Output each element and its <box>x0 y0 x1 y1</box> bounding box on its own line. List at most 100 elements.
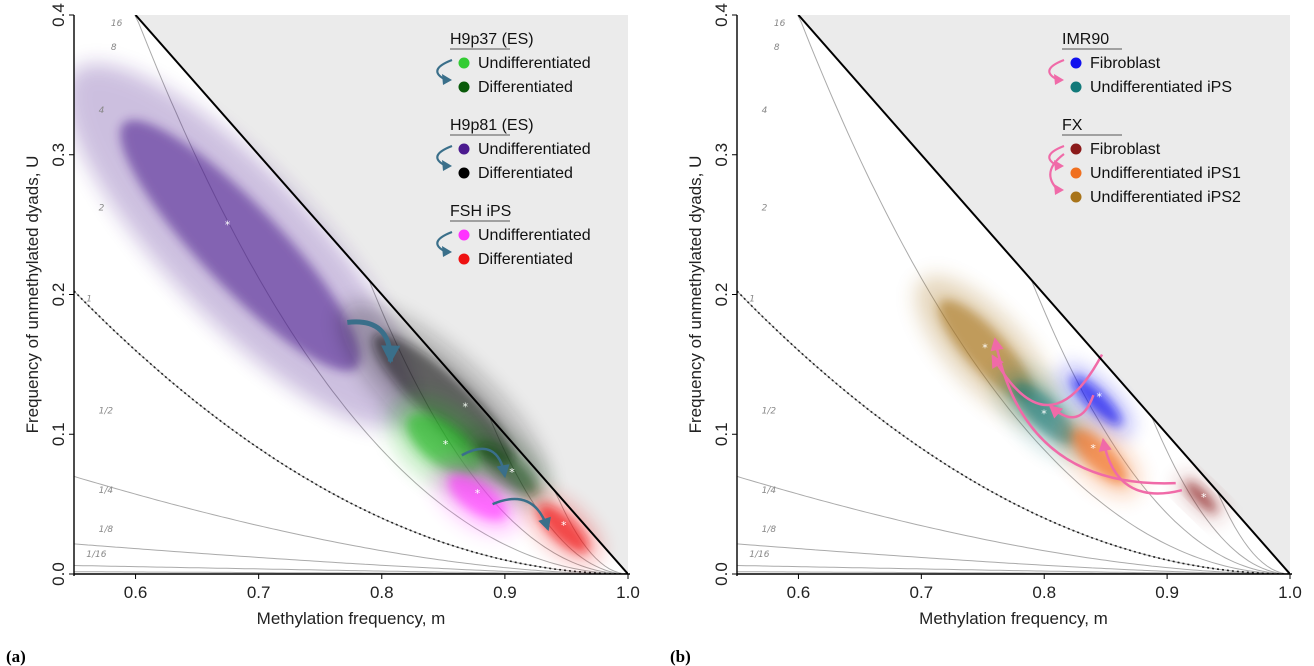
density-cloud: * <box>434 461 521 533</box>
y-tick-label: 0.4 <box>49 3 68 27</box>
ratio-curve-label: 16 <box>774 19 786 29</box>
cloud-center-marker: * <box>225 219 231 232</box>
x-tick-label: 0.9 <box>1155 583 1179 602</box>
x-tick-label: 0.6 <box>124 583 148 602</box>
y-tick-label: 0.1 <box>49 422 68 446</box>
y-axis-label: Frequency of unmethylated dyads, U <box>686 156 705 434</box>
legend: H9p37 (ES) Undifferentiated Differentiated… <box>436 31 591 268</box>
ratio-curve <box>737 543 1290 574</box>
y-tick-label: 0.0 <box>49 562 68 586</box>
plot-area: * * * * * * <box>74 15 628 574</box>
legend-item-label: Differentiated <box>478 165 573 182</box>
legend-swatch <box>458 143 470 155</box>
transition-arrow <box>461 447 510 479</box>
cloud-center-marker: * <box>475 487 481 500</box>
ratio-curve-label: 1/2 <box>99 406 114 416</box>
legend-item-label: Undifferentiated <box>478 141 591 158</box>
legend-item-label: Undifferentiated <box>478 227 591 244</box>
boundary-line <box>797 15 1290 574</box>
x-tick-label: 0.8 <box>1032 583 1056 602</box>
density-cloud: * <box>526 493 601 564</box>
panel-tag: (a) <box>6 647 26 666</box>
cloud-center-marker: * <box>1201 491 1207 504</box>
y-tick-label: 0.3 <box>712 143 731 167</box>
y-tick-label: 0.1 <box>712 422 731 446</box>
ratio-curve-label: 1/16 <box>86 550 106 560</box>
x-tick-label: 0.7 <box>247 583 271 602</box>
cloud-center-marker: * <box>1090 442 1096 455</box>
panel-tag: (b) <box>670 647 691 666</box>
ratio-curve-label: 2 <box>99 204 105 214</box>
legend-item-label: Fibroblast <box>1090 141 1161 158</box>
ratio-curve-label: 1/4 <box>762 486 777 496</box>
ratio-curve-label: 1 <box>749 294 755 304</box>
panel-b: * * * * * 16 8 4 2 1 1/2 1/4 1/8 1/16 0.6 0.7 0.8 0.9 1.0 0… <box>670 3 1302 666</box>
transition-arrow <box>1048 394 1095 419</box>
legend-item-label: Undifferentiated iPS <box>1090 79 1232 96</box>
ratio-curve-label: 1 <box>86 294 92 304</box>
x-axis-label: Methylation frequency, m <box>257 609 446 628</box>
legend-item-label: Undifferentiated iPS1 <box>1090 165 1241 182</box>
legend-swatch <box>458 81 470 93</box>
boundary-line <box>134 15 628 574</box>
legend-group-header: IMR90 <box>1062 31 1109 48</box>
legend-swatch <box>458 57 470 69</box>
ratio-curve <box>737 475 1290 574</box>
y-tick-label: 0.2 <box>712 283 731 307</box>
density-cloud: * <box>74 63 415 428</box>
legend-item-label: Undifferentiated <box>478 55 591 72</box>
transition-arrow <box>1098 437 1183 495</box>
y-tick-label: 0.0 <box>712 562 731 586</box>
density-cloud: * <box>1060 365 1133 437</box>
legend-item-label: Differentiated <box>478 79 573 96</box>
cloud-center-marker: * <box>462 400 468 413</box>
legend-swatch <box>458 167 470 179</box>
infeasible-region <box>798 15 1290 574</box>
ratio-curve-label: 1/2 <box>762 406 777 416</box>
legend-item-label: Differentiated <box>478 251 573 268</box>
x-tick-label: 0.6 <box>787 583 811 602</box>
legend-group-header: FX <box>1062 117 1083 134</box>
legend-swatch <box>1070 57 1082 69</box>
legend-swatch <box>1070 81 1082 93</box>
ratio-curve-label: 4 <box>99 106 105 116</box>
legend-item-label: Fibroblast <box>1090 55 1161 72</box>
ratio-curve-label: 8 <box>774 43 780 53</box>
legend-group-header: H9p37 (ES) <box>450 31 534 48</box>
legend-swatch <box>458 253 470 265</box>
x-tick-label: 0.9 <box>493 583 517 602</box>
y-tick-label: 0.4 <box>712 3 731 27</box>
ratio-curve-label: 8 <box>111 43 117 53</box>
panel-a: * * * * * * 16 8 4 2 1 1/2 1/4 1/8 1/16 0.6 0.7 0.8 0.9 1.0… <box>6 3 640 666</box>
legend-swatch <box>1070 167 1082 179</box>
cloud-center-marker: * <box>509 466 515 479</box>
transition-arrow <box>990 337 1176 485</box>
y-axis-label: Frequency of unmethylated dyads, U <box>23 156 42 434</box>
transition-arrow <box>492 497 551 532</box>
binomial-curve <box>74 290 628 574</box>
ratio-curve-label: 2 <box>762 204 768 214</box>
ratio-curve-label: 4 <box>762 106 768 116</box>
ratio-curve-label: 16 <box>111 19 123 29</box>
density-cloud: * <box>1178 474 1224 520</box>
plot-area: * * * * * <box>737 15 1290 574</box>
legend-swatch <box>1070 143 1082 155</box>
legend: IMR90 Fibroblast Undifferentiated iPS FX Fib… <box>1048 31 1241 206</box>
legend-swatch <box>458 229 470 241</box>
x-tick-label: 0.7 <box>910 583 934 602</box>
x-tick-label: 1.0 <box>616 583 640 602</box>
ratio-curve <box>74 543 628 574</box>
cloud-center-marker: * <box>982 342 988 355</box>
ratio-curve-label: 1/16 <box>749 550 769 560</box>
ratio-curve-label: 1/8 <box>762 525 777 535</box>
ratio-curve-label: 1/4 <box>99 486 114 496</box>
cloud-center-marker: * <box>443 438 449 451</box>
binomial-curve <box>737 290 1290 574</box>
cloud-center-marker: * <box>1041 407 1047 420</box>
y-tick-label: 0.2 <box>49 283 68 307</box>
x-axis-label: Methylation frequency, m <box>919 609 1108 628</box>
ratio-curve-label: 1/8 <box>99 525 114 535</box>
legend-group-header: FSH iPS <box>450 203 511 220</box>
x-tick-label: 1.0 <box>1278 583 1302 602</box>
